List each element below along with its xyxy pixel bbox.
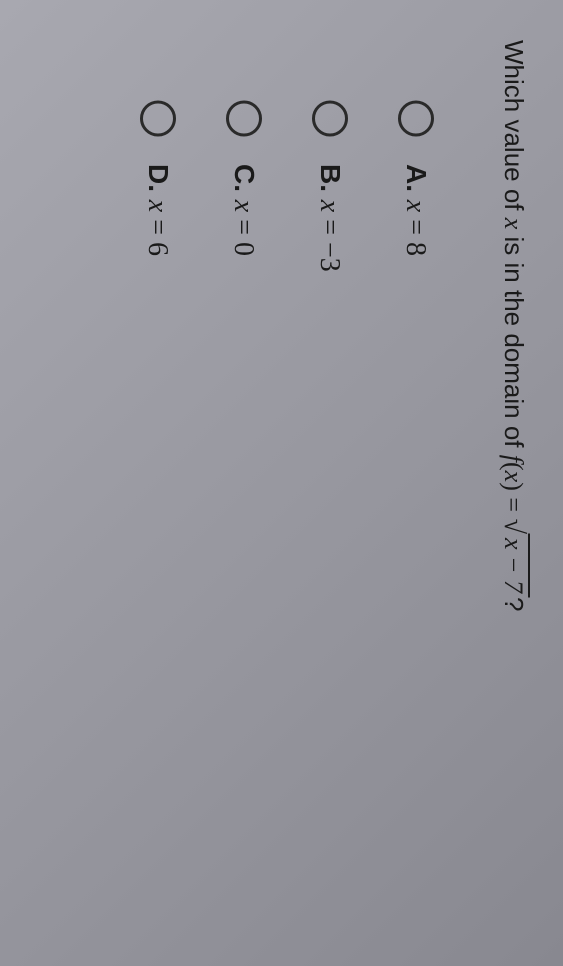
option-c-label: C. x = 0 — [227, 164, 260, 256]
option-d-letter: D. — [143, 164, 174, 192]
option-c-var: x — [228, 200, 259, 212]
sqrt-symbol: √ — [498, 519, 529, 534]
option-d-eq: = — [142, 212, 173, 242]
radio-b[interactable] — [312, 100, 348, 136]
option-a-letter: A. — [401, 164, 432, 192]
question-prefix: Which value of — [499, 40, 529, 218]
question-suffix: ? — [499, 597, 529, 611]
option-c-value: 0 — [228, 242, 259, 256]
function-name: f — [499, 455, 528, 462]
paren-open: ( — [499, 462, 528, 471]
question-variable: x — [499, 218, 528, 230]
option-c-eq: = — [228, 212, 259, 242]
options-list: A. x = 8 B. x = −3 C. x = 0 D. x = 6 — [140, 40, 434, 926]
option-a[interactable]: A. x = 8 — [398, 100, 434, 926]
radio-a[interactable] — [398, 100, 434, 136]
option-d[interactable]: D. x = 6 — [140, 100, 176, 926]
question-container: Which value of x is in the domain of f(x… — [0, 0, 563, 966]
option-d-value: 6 — [142, 242, 173, 256]
option-b-label: B. x = −3 — [313, 164, 346, 272]
function-var: x — [499, 471, 528, 483]
option-a-eq: = — [400, 212, 431, 242]
option-c[interactable]: C. x = 0 — [226, 100, 262, 926]
question-text: Which value of x is in the domain of f(x… — [494, 40, 533, 926]
paren-close: ) — [499, 482, 528, 491]
radio-d[interactable] — [140, 100, 176, 136]
option-b-letter: B. — [315, 164, 346, 192]
sqrt-expression: √x − 7 — [494, 519, 533, 597]
option-b-eq: = — [314, 212, 345, 242]
option-d-label: D. x = 6 — [141, 164, 174, 256]
equals-sign: = — [499, 491, 528, 519]
option-a-var: x — [400, 200, 431, 212]
question-middle: is in the domain of — [499, 229, 529, 454]
option-b-value: −3 — [314, 242, 345, 272]
option-b[interactable]: B. x = −3 — [312, 100, 348, 926]
option-a-value: 8 — [400, 242, 431, 256]
option-c-letter: C. — [229, 164, 260, 192]
option-b-var: x — [314, 200, 345, 212]
radio-c[interactable] — [226, 100, 262, 136]
option-d-var: x — [142, 200, 173, 212]
option-a-label: A. x = 8 — [399, 164, 432, 256]
sqrt-content: x − 7 — [499, 534, 530, 597]
